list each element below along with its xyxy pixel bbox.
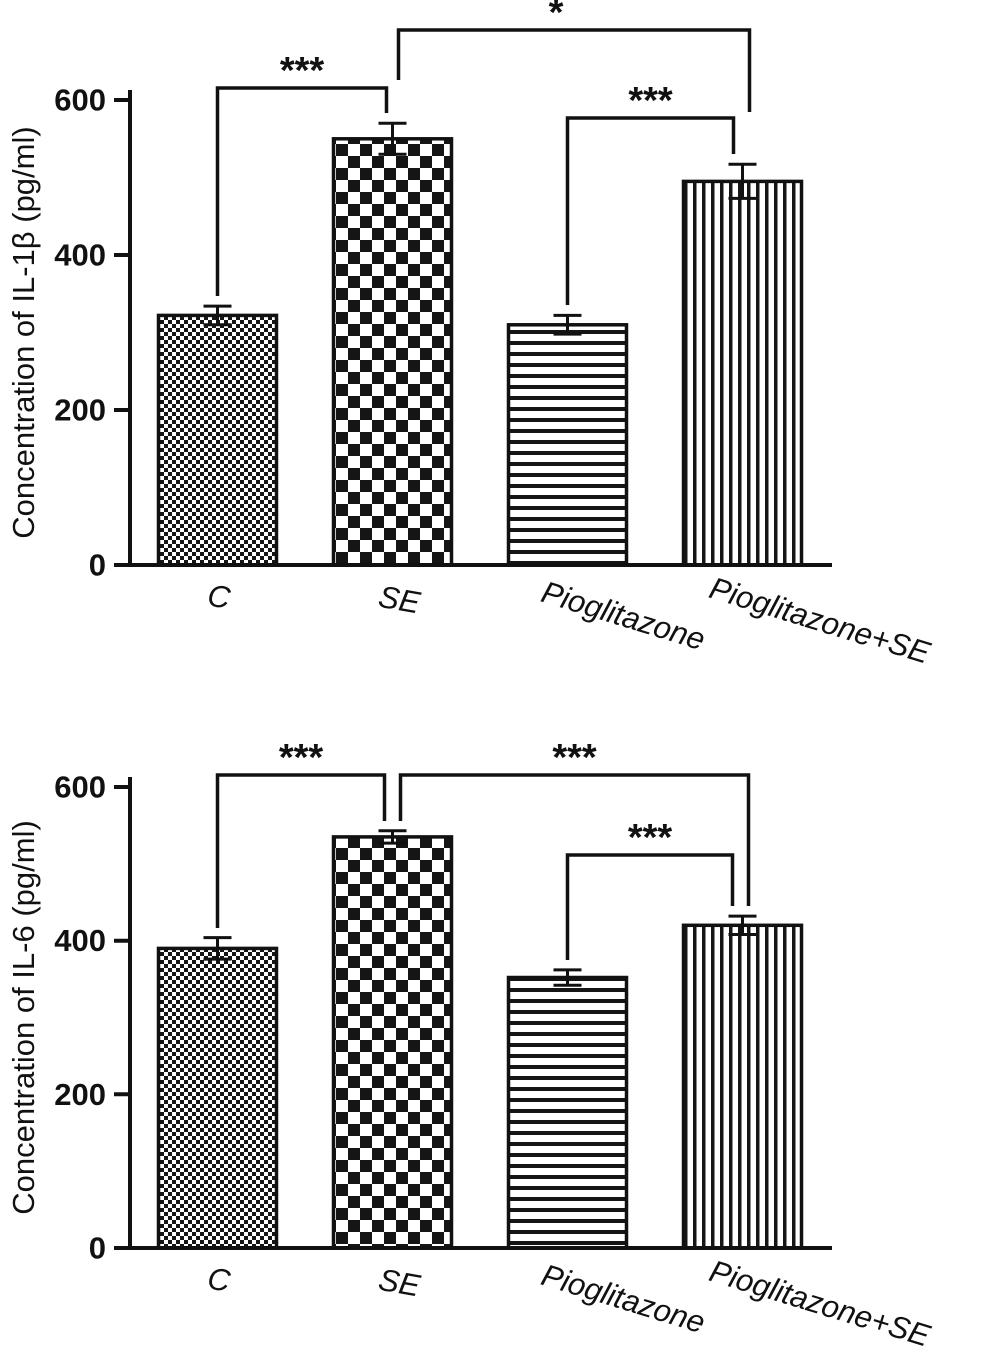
y-tick-label: 200: [54, 393, 106, 428]
y-axis-title: Concentration of IL-1β (pg/ml): [6, 126, 41, 538]
bar-se: [331, 137, 454, 567]
error-bar-c: [203, 304, 232, 327]
chart-il1b: 0 200 400 600 Concentration of IL-1β (pg/ml)…: [6, 0, 934, 671]
bar-pioglitazone-se: [681, 923, 804, 1250]
error-bar-pioglitazone-se: [728, 914, 757, 936]
significance-stars: ***: [628, 817, 673, 859]
significance-stars: ***: [552, 737, 597, 779]
significance-stars: ***: [628, 80, 673, 122]
x-tick-label-pioglitazone: Pioglitazone: [537, 574, 709, 657]
error-bar-pioglitazone: [553, 313, 582, 336]
y-tick-label: 600: [54, 83, 106, 118]
bar-pioglitazone: [506, 975, 629, 1250]
x-tick-label-pioglitazone-se: Pioglitazone+SE: [705, 1253, 934, 1353]
significance-bracket: [396, 28, 752, 112]
x-tick-label-c: C: [205, 1261, 233, 1299]
significance-bracket: [398, 773, 751, 906]
x-tick-label-pioglitazone-se: Pioglitazone+SE: [705, 570, 934, 670]
significance-bracket: [215, 86, 389, 296]
bar-c: [156, 946, 279, 1250]
chart-il6: 0 200 400 600 Concentration of IL-6 (pg/ml) C…: [0, 680, 1004, 1358]
bar-se: [331, 835, 454, 1250]
error-bar-pioglitazone-se: [728, 162, 757, 200]
x-tick-label-pioglitazone: Pioglitazone: [537, 1257, 709, 1340]
y-tick-label: 600: [54, 770, 106, 805]
significance-stars: *: [549, 0, 564, 34]
x-tick-label-se: SE: [376, 579, 423, 621]
significance-bracket: [215, 773, 387, 928]
x-tick-label-se: SE: [376, 1262, 423, 1304]
significance-bracket: [565, 853, 735, 960]
bar-pioglitazone-se: [681, 179, 804, 567]
significance-stars: ***: [279, 737, 324, 779]
error-bar-se: [378, 829, 407, 845]
y-tick-label: 0: [89, 548, 106, 583]
il1b-bar-chart: 0 200 400 600 Concentration of IL-1β (pg/ml)…: [6, 0, 934, 671]
bar-c: [156, 313, 279, 567]
bar-pioglitazone: [506, 323, 629, 567]
y-tick-label: 400: [54, 923, 106, 958]
y-tick-label: 200: [54, 1077, 106, 1112]
x-tick-label-c: C: [205, 578, 233, 616]
significance-bracket: [565, 116, 736, 305]
il6-bar-chart: 0 200 400 600 Concentration of IL-6 (pg/ml) C…: [6, 737, 934, 1354]
y-tick-label: 0: [89, 1231, 106, 1266]
significance-stars: ***: [280, 50, 325, 92]
error-bar-se: [378, 121, 407, 156]
y-axis-title: Concentration of IL-6 (pg/ml): [6, 820, 41, 1215]
error-bar-pioglitazone: [553, 968, 582, 987]
y-tick-label: 400: [54, 238, 106, 273]
error-bar-c: [203, 936, 232, 961]
